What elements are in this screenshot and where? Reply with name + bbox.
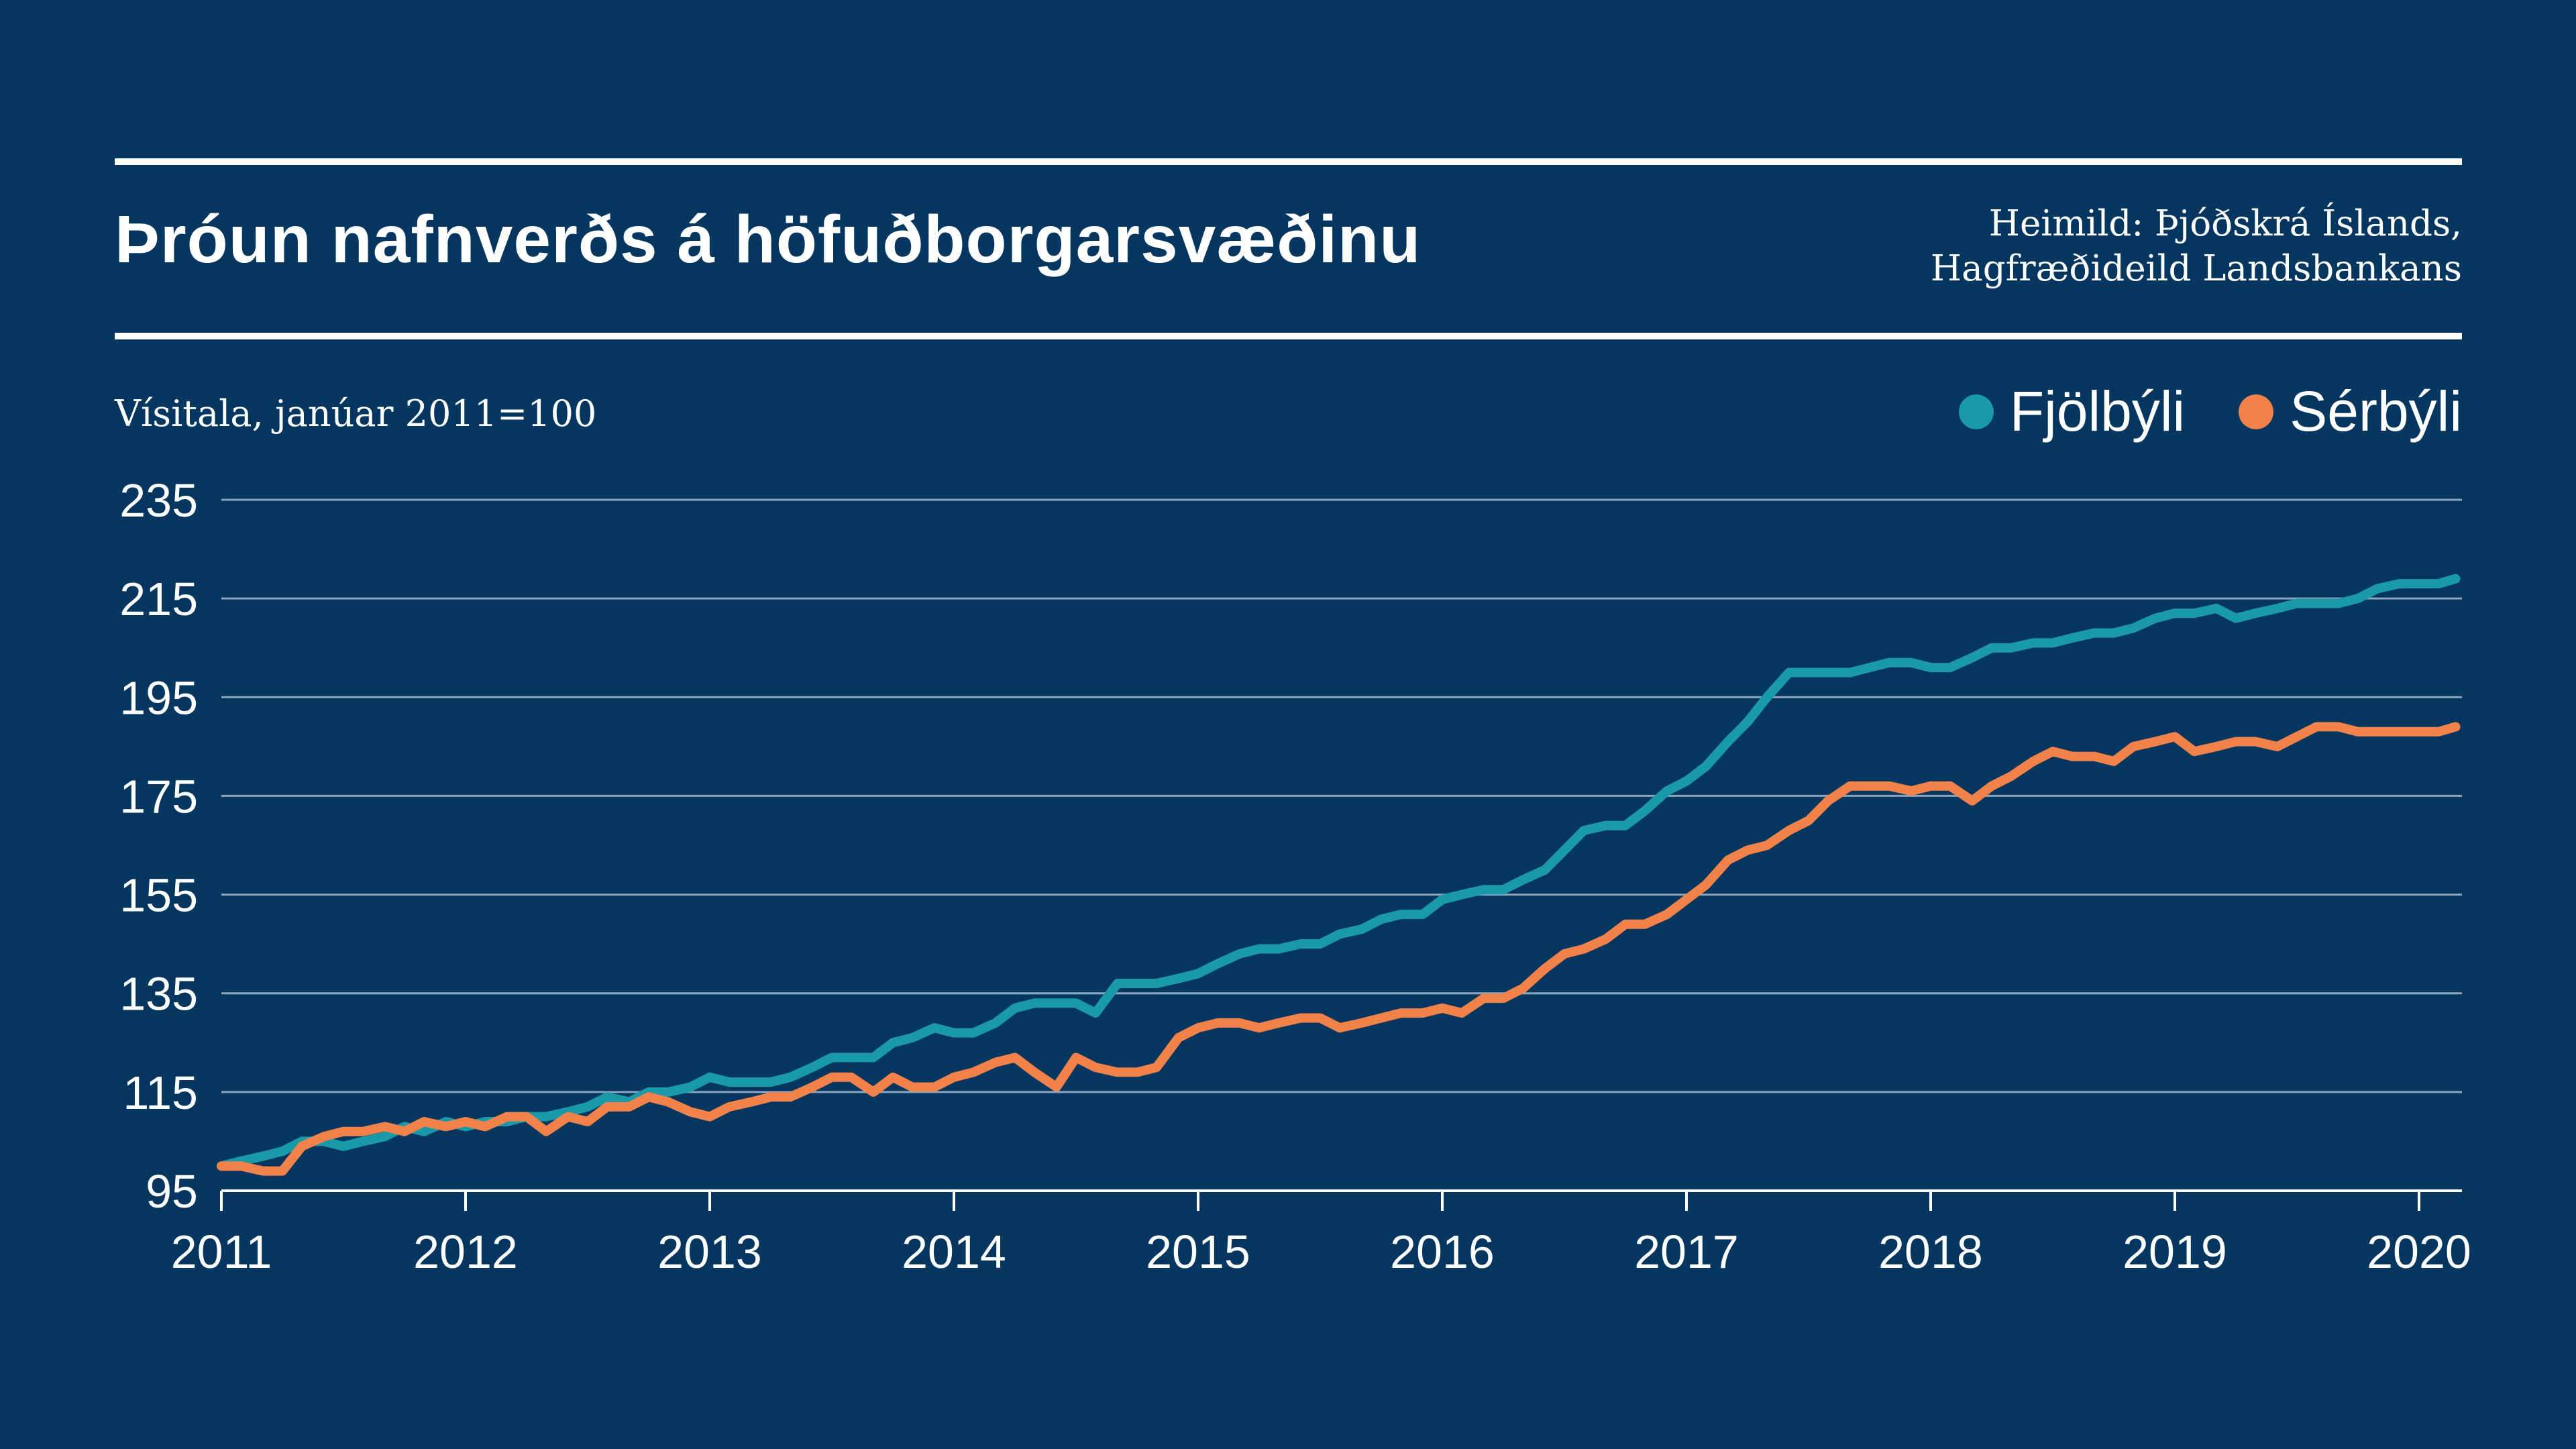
x-tick-label: 2015 — [1146, 1226, 1250, 1278]
source-line-2: Hagfræðideild Landsbankans — [1930, 248, 2462, 289]
y-tick-label: 115 — [123, 1067, 198, 1119]
chart-title: Þróun nafnverðs á höfuðborgarsvæðinu — [115, 202, 1421, 277]
y-tick-label: 215 — [119, 573, 198, 625]
series-line-serbyli — [217, 722, 2461, 1176]
bottom-rule — [115, 333, 2462, 339]
legend-dot-serbyli — [2239, 394, 2274, 429]
y-axis-label: Vísitala, janúar 2011=100 — [115, 392, 597, 435]
legend-item-serbyli: Sérbýli — [2239, 379, 2462, 444]
source-line-1: Heimild: Þjóðskrá Íslands, — [1988, 203, 2462, 244]
y-tick-label: 235 — [119, 474, 198, 527]
x-tick-label: 2020 — [2367, 1226, 2471, 1278]
x-tick-label: 2011 — [171, 1226, 272, 1278]
x-tick-label: 2013 — [657, 1226, 762, 1278]
y-tick-label: 95 — [146, 1165, 198, 1218]
x-tick-label: 2017 — [1634, 1226, 1739, 1278]
legend-dot-fjolbyli — [1958, 394, 1994, 429]
legend: Fjölbýli Sérbýli — [1958, 379, 2462, 444]
source-note: Heimild: Þjóðskrá Íslands, Hagfræðideild… — [1931, 201, 2462, 291]
x-tick-label: 2018 — [1878, 1226, 1983, 1278]
y-tick-label: 135 — [119, 968, 198, 1020]
y-tick-label: 175 — [119, 770, 198, 822]
x-tick-label: 2016 — [1390, 1226, 1495, 1278]
top-rule — [115, 158, 2462, 165]
x-tick-label: 2012 — [413, 1226, 518, 1278]
x-tick-label: 2014 — [902, 1226, 1006, 1278]
y-tick-label: 195 — [119, 672, 198, 724]
legend-item-fjolbyli: Fjölbýli — [1958, 379, 2186, 444]
y-tick-label: 155 — [119, 869, 198, 922]
x-tick-label: 2019 — [2123, 1226, 2227, 1278]
legend-label-serbyli: Sérbýli — [2290, 380, 2462, 443]
legend-label-fjolbyli: Fjölbýli — [2009, 380, 2186, 443]
series-line-fjolbyli — [217, 574, 2461, 1171]
